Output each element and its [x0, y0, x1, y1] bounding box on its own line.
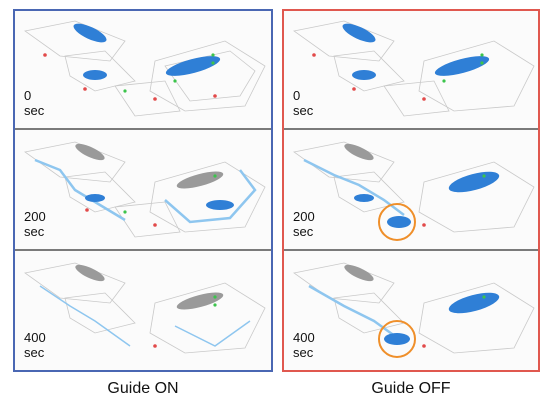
time-value: 400: [293, 330, 315, 345]
time-label: 0 sec: [293, 88, 313, 118]
guide-off-400sec-cell: 400 sec: [284, 251, 538, 370]
evacuation-scene-guide-off-200: [293, 141, 535, 241]
row-divider: [284, 128, 538, 130]
guide-off-200sec-cell: 200 sec: [284, 130, 538, 249]
guide-on-0sec-cell: 0 sec: [15, 11, 271, 128]
time-label: 200 sec: [293, 209, 315, 239]
time-value: 400: [24, 330, 46, 345]
time-value: 0: [24, 88, 32, 103]
time-value: 200: [293, 209, 315, 224]
guide-on-caption: Guide ON: [107, 380, 179, 397]
row-divider: [15, 128, 271, 130]
time-value: 0: [293, 88, 301, 103]
guide-on-200sec-cell: 200 sec: [15, 130, 271, 249]
highlight-circle: [378, 203, 416, 241]
highlight-circle: [378, 320, 416, 358]
time-label: 200 sec: [24, 209, 46, 239]
evacuation-scene-guide-on-400: [24, 262, 266, 354]
guide-on-panel: 0 sec 200 sec: [13, 9, 273, 372]
guide-off-caption: Guide OFF: [371, 380, 451, 397]
time-value: 200: [24, 209, 46, 224]
time-unit: sec: [293, 103, 314, 118]
time-unit: sec: [24, 345, 45, 360]
evacuation-scene-guide-on-200: [24, 141, 266, 238]
guide-on-400sec-cell: 400 sec: [15, 251, 271, 370]
time-unit: sec: [293, 345, 314, 360]
time-label: 400 sec: [24, 330, 46, 360]
guide-off-panel: 0 sec 200 sec: [282, 9, 540, 372]
evacuation-scene-guide-off-0: [293, 20, 535, 117]
row-divider: [284, 249, 538, 251]
evacuation-scene-guide-on-0: [24, 20, 266, 117]
time-label: 0 sec: [24, 88, 44, 118]
time-unit: sec: [24, 224, 45, 239]
row-divider: [15, 249, 271, 251]
guide-off-0sec-cell: 0 sec: [284, 11, 538, 128]
time-label: 400 sec: [293, 330, 315, 360]
time-unit: sec: [293, 224, 314, 239]
evacuation-scene-guide-off-400: [293, 262, 535, 358]
time-unit: sec: [24, 103, 45, 118]
